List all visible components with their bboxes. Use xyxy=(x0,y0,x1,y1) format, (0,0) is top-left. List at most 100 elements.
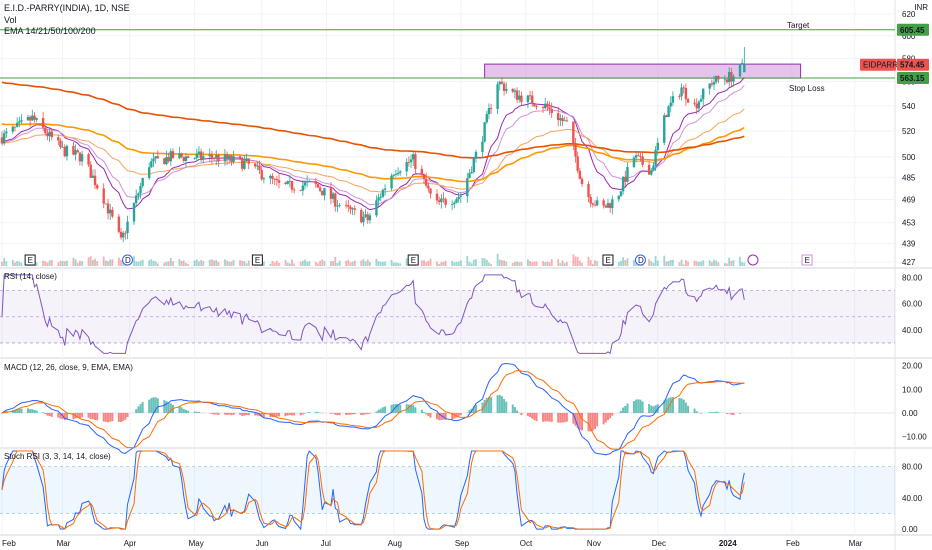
macd-histogram-bar xyxy=(622,407,625,413)
macd-histogram-bar xyxy=(438,412,441,421)
macd-histogram-bar xyxy=(459,412,462,416)
macd-histogram-bar xyxy=(213,412,216,415)
macd-histogram-bar xyxy=(78,412,81,419)
volume-bar xyxy=(702,260,705,266)
volume-bar xyxy=(167,261,170,266)
macd-histogram-bar xyxy=(163,400,166,413)
macd-histogram-bar xyxy=(48,412,51,417)
volume-bar xyxy=(182,260,185,266)
macd-histogram-bar xyxy=(490,397,493,413)
candle-body xyxy=(550,108,553,114)
candle-body xyxy=(390,175,393,189)
candle-body xyxy=(602,200,605,206)
volume-bar xyxy=(695,261,698,266)
volume-bar xyxy=(425,262,428,266)
candle-body xyxy=(717,76,720,80)
volume-bar xyxy=(81,261,83,266)
time-axis-label: May xyxy=(189,539,204,548)
split-lightning-icon xyxy=(747,254,759,266)
candle-body xyxy=(409,159,413,163)
volume-bar xyxy=(667,261,670,266)
candle-body xyxy=(405,161,408,172)
volume-bar xyxy=(739,256,741,266)
candle-body xyxy=(124,232,127,234)
macd-histogram-bar xyxy=(548,412,551,422)
volume-bar xyxy=(680,259,683,266)
candle-body xyxy=(546,103,549,108)
macd-histogram-bar xyxy=(215,412,218,415)
candle-body xyxy=(455,199,458,203)
ema-line-21 xyxy=(1,85,745,206)
macd-histogram-bar xyxy=(546,412,549,422)
candle-body xyxy=(106,203,110,214)
volume-bar xyxy=(442,261,445,266)
volume-bar xyxy=(16,261,19,266)
candle-body xyxy=(708,83,711,89)
volume-bar xyxy=(682,264,685,266)
macd-histogram-bar xyxy=(81,412,84,418)
volume-bar xyxy=(308,261,311,266)
candle-body xyxy=(241,157,244,169)
candle-body xyxy=(167,157,170,162)
candle-body xyxy=(427,185,430,189)
time-axis-label: Dec xyxy=(652,539,666,548)
volume-bar xyxy=(271,260,274,266)
macd-histogram-bar xyxy=(565,412,568,422)
candle-body xyxy=(271,175,274,179)
macd-histogram-bar xyxy=(26,408,29,413)
volume-bar xyxy=(351,261,354,266)
volume-bar xyxy=(444,260,447,266)
candle-body xyxy=(641,156,644,165)
volume-bar xyxy=(700,261,702,266)
volume-bar xyxy=(74,259,77,266)
candle-body xyxy=(574,143,577,157)
ema-line-200 xyxy=(1,81,745,159)
candle-body xyxy=(535,106,538,108)
volume-bar xyxy=(715,260,718,266)
time-axis-label: Sep xyxy=(455,539,470,548)
macd-histogram-bar xyxy=(223,412,226,415)
stop-price-tag: 563.15 xyxy=(900,74,925,83)
candle-body xyxy=(186,156,190,159)
candle-body xyxy=(481,141,484,152)
candle-body xyxy=(334,193,337,207)
volume-bar xyxy=(120,260,122,266)
macd-histogram-bar xyxy=(500,396,503,413)
candle-body xyxy=(686,99,690,103)
candle-body xyxy=(619,191,623,196)
candle-body xyxy=(308,180,311,182)
candle-body xyxy=(437,200,441,203)
candle-body xyxy=(256,165,259,167)
volume-bar xyxy=(20,262,23,266)
candle-body xyxy=(180,153,183,157)
candle-body xyxy=(147,167,151,179)
candle-body xyxy=(528,95,532,97)
candle-body xyxy=(652,165,655,171)
macd-histogram-bar xyxy=(444,412,447,420)
candle-body xyxy=(284,182,287,184)
candle-body xyxy=(217,155,220,162)
candle-body xyxy=(208,154,211,157)
volume-bar xyxy=(578,260,581,266)
macd-histogram-bar xyxy=(414,407,417,413)
volume-bar xyxy=(59,260,62,266)
volume-bar xyxy=(589,259,592,266)
volume-bar xyxy=(57,262,60,266)
macd-histogram-bar xyxy=(624,406,627,413)
candle-body xyxy=(394,174,398,175)
candle-body xyxy=(232,156,235,162)
volume-bar xyxy=(390,259,393,266)
volume-bar xyxy=(102,256,105,266)
volume-bar xyxy=(561,260,564,266)
macd-histogram-bar xyxy=(713,412,716,413)
volume-bar xyxy=(548,262,551,266)
volume-bar xyxy=(211,259,213,266)
macd-histogram-bar xyxy=(260,412,263,418)
volume-bar xyxy=(457,261,460,266)
volume-bar xyxy=(76,262,79,266)
macd-histogram-bar xyxy=(148,399,151,413)
time-axis-label: Jun xyxy=(256,539,269,548)
volume-bar xyxy=(187,264,190,266)
candle-body xyxy=(50,131,53,138)
